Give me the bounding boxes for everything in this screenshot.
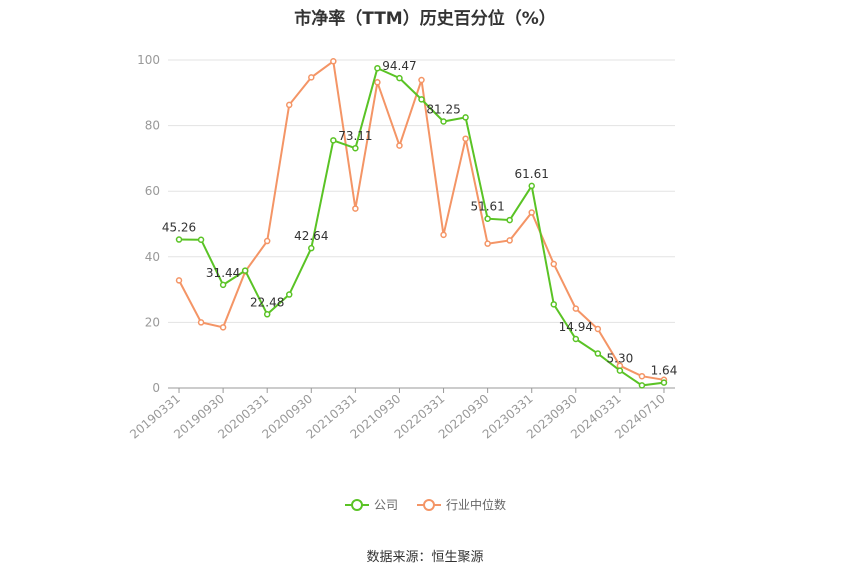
data-point-company — [418, 96, 425, 103]
data-point-company — [396, 74, 403, 82]
data-point-company — [263, 311, 271, 318]
data-point-company — [308, 244, 315, 252]
data-point-company — [219, 281, 227, 289]
y-tick-label: 100 — [137, 53, 160, 67]
data-point-industry-median — [594, 325, 602, 333]
data-point-industry-median — [374, 79, 381, 86]
legend-label-industry-median: 行业中位数 — [446, 498, 507, 512]
data-label: 45.26 — [162, 221, 196, 235]
data-point-industry-median — [330, 58, 337, 65]
data-point-company — [638, 382, 646, 389]
data-point-industry-median — [550, 260, 558, 268]
data-label: 1.64 — [651, 364, 678, 378]
data-label: 94.47 — [382, 59, 416, 73]
data-point-industry-median — [638, 372, 646, 380]
data-label: 42.64 — [294, 229, 328, 243]
data-label: 61.61 — [515, 167, 549, 181]
series-line-company — [178, 66, 665, 387]
data-label: 5.30 — [607, 352, 634, 366]
data-point-industry-median — [462, 135, 469, 142]
data-point-company — [506, 216, 513, 224]
legend-marker-industry-median — [417, 498, 441, 511]
y-tick-label: 20 — [145, 315, 160, 329]
y-tick-label: 40 — [145, 250, 160, 264]
data-label: 31.44 — [206, 266, 240, 280]
data-point-company — [175, 236, 183, 243]
data-point-company — [660, 379, 668, 386]
legend: 公司 行业中位数 — [0, 496, 850, 513]
data-point-industry-median — [572, 305, 580, 312]
data-point-company — [285, 291, 293, 298]
data-point-company — [484, 215, 491, 222]
legend-label-company: 公司 — [373, 498, 398, 512]
legend-marker-company — [344, 498, 369, 511]
chart-title: 市净率（TTM）历史百分位（%） — [294, 9, 556, 29]
data-point-industry-median — [396, 142, 403, 149]
data-point-industry-median — [308, 74, 315, 81]
data-labels: 45.26 31.44 22.48 42.64 73.11 94.47 81.25 51.61… — [162, 59, 677, 377]
line-chart: 0 20 40 60 80 100 201903312019093020200331202… — [127, 53, 677, 442]
data-point-company — [241, 267, 249, 274]
data-point-company — [374, 64, 381, 72]
data-label: 81.25 — [426, 103, 460, 117]
data-point-company — [594, 350, 602, 357]
data-point-industry-median — [175, 277, 183, 284]
data-point-industry-median — [528, 209, 535, 216]
data-point-industry-median — [263, 237, 271, 245]
series-group — [175, 58, 668, 389]
data-label: 14.94 — [559, 320, 593, 334]
data-point-industry-median — [440, 231, 447, 239]
data-point-industry-median — [352, 205, 359, 212]
data-point-company — [352, 144, 359, 152]
legend-item-company[interactable]: 公司 — [344, 496, 398, 513]
data-label: 51.61 — [470, 200, 504, 214]
data-point-industry-median — [484, 240, 491, 247]
data-point-company — [528, 182, 535, 190]
y-axis: 0 20 40 60 80 100 — [137, 53, 160, 395]
data-source: 数据来源：恒生聚源 — [366, 550, 484, 565]
data-point-company — [197, 236, 205, 243]
data-point-company — [550, 301, 558, 308]
data-point-industry-median — [285, 101, 293, 109]
y-tick-label: 0 — [152, 381, 160, 395]
legend-item-industry-median[interactable]: 行业中位数 — [416, 496, 506, 513]
data-point-company — [572, 335, 580, 343]
data-label: 22.48 — [250, 295, 284, 309]
data-point-industry-median — [197, 319, 205, 326]
data-point-company — [330, 137, 337, 144]
y-tick-label: 80 — [145, 119, 160, 133]
data-point-company — [616, 367, 624, 374]
data-point-industry-median — [219, 324, 227, 331]
x-axis: 2019033120190930202003312020093020210331… — [127, 387, 675, 442]
y-tick-label: 60 — [145, 184, 160, 198]
data-point-industry-median — [418, 76, 425, 84]
data-point-company — [462, 114, 469, 121]
data-point-industry-median — [506, 237, 513, 244]
data-label: 73.11 — [338, 129, 372, 143]
data-point-company — [440, 118, 447, 125]
